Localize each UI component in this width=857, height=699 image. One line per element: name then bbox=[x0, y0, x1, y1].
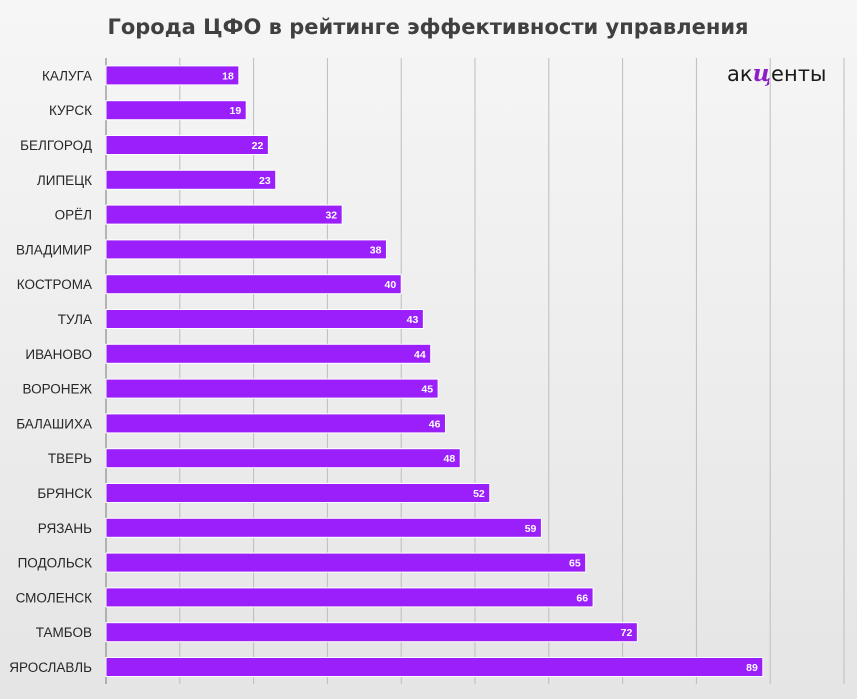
category-label: СМОЛЕНСК bbox=[16, 590, 93, 605]
bar bbox=[105, 343, 432, 364]
chart-title: Города ЦФО в рейтинге эффективности упра… bbox=[107, 15, 748, 39]
data-label: 38 bbox=[370, 244, 382, 256]
category-label: ПОДОЛЬСК bbox=[18, 556, 93, 571]
bar bbox=[105, 587, 594, 608]
brand-logo-accent: ц bbox=[753, 60, 771, 87]
category-label: РЯЗАНЬ bbox=[38, 521, 92, 536]
data-label: 59 bbox=[525, 523, 537, 535]
bar bbox=[105, 448, 461, 469]
category-label: КУРСК bbox=[49, 103, 92, 118]
data-label: 22 bbox=[252, 140, 264, 152]
bar bbox=[105, 378, 439, 399]
bar bbox=[105, 239, 387, 260]
bar bbox=[105, 517, 542, 538]
bar bbox=[105, 552, 587, 573]
brand-logo: акценты bbox=[727, 60, 827, 87]
data-label: 43 bbox=[407, 314, 419, 326]
data-label: 32 bbox=[325, 210, 337, 222]
category-label: КОСТРОМА bbox=[17, 277, 92, 292]
bar bbox=[105, 135, 269, 155]
bar bbox=[105, 483, 491, 503]
category-label: ЛИПЕЦК bbox=[37, 173, 92, 188]
category-label: КАЛУГА bbox=[42, 68, 92, 83]
category-label: ТАМБОВ bbox=[36, 625, 92, 640]
category-label: ОРЁЛ bbox=[55, 208, 92, 223]
bar bbox=[105, 309, 424, 329]
data-label: 40 bbox=[385, 279, 397, 291]
bar bbox=[105, 274, 402, 295]
data-label: 48 bbox=[444, 453, 456, 465]
category-label: ТВЕРЬ bbox=[48, 451, 92, 466]
category-labels: КАЛУГА КУРСК БЕЛГОРОД ЛИПЕЦК ОРЁЛ ВЛАДИМИР КОС… bbox=[9, 68, 92, 675]
data-label: 65 bbox=[569, 558, 581, 570]
data-label: 45 bbox=[421, 384, 433, 396]
data-label: 52 bbox=[473, 488, 485, 500]
data-label: 18 bbox=[222, 70, 234, 82]
category-label: ИВАНОВО bbox=[25, 347, 92, 362]
brand-logo-suffix: енты bbox=[771, 62, 826, 86]
category-label: ЯРОСЛАВЛЬ bbox=[9, 660, 92, 675]
bar bbox=[105, 100, 247, 121]
data-label: 23 bbox=[259, 175, 271, 187]
brand-logo-prefix: ак bbox=[727, 62, 753, 86]
category-label: ВЛАДИМИР bbox=[16, 242, 92, 257]
data-label: 72 bbox=[621, 627, 633, 639]
data-label: 46 bbox=[429, 418, 441, 430]
data-label: 19 bbox=[230, 105, 242, 117]
bar bbox=[105, 413, 446, 434]
category-label: БЕЛГОРОД bbox=[20, 138, 92, 153]
data-label: 66 bbox=[576, 592, 588, 604]
data-label: 89 bbox=[746, 662, 758, 674]
bar bbox=[105, 657, 764, 677]
bar bbox=[105, 65, 240, 86]
category-label: ВОРОНЕЖ bbox=[23, 382, 93, 397]
bar bbox=[105, 622, 638, 643]
bar bbox=[105, 169, 277, 190]
gridlines bbox=[105, 58, 845, 684]
bars: 18 19 22 23 32 38 40 43 44 45 46 48 52 59 65 66 72 89 bbox=[105, 65, 764, 677]
data-label: 44 bbox=[414, 349, 426, 361]
category-label: БАЛАШИХА bbox=[16, 416, 92, 431]
bar bbox=[105, 204, 343, 225]
category-label: ТУЛА bbox=[58, 312, 92, 327]
category-label: БРЯНСК bbox=[37, 486, 92, 501]
